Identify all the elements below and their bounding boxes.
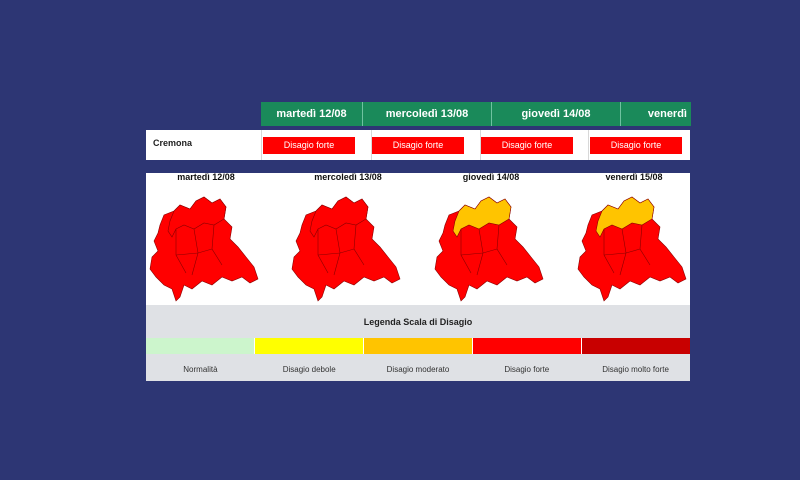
legend-title: Legenda Scala di Disagio — [363, 317, 473, 327]
map-title: martedì 12/08 — [177, 172, 235, 182]
legend-swatch-debole — [255, 338, 364, 354]
province-borders — [317, 224, 365, 276]
level-badge: Disagio forte — [372, 137, 464, 154]
map-region-north — [167, 196, 227, 238]
lombardy-map[interactable] — [288, 185, 408, 303]
legend-swatch-normalita — [146, 338, 255, 354]
legend-panel: Legenda Scala di Disagio Normalità Disag… — [146, 305, 690, 381]
day-tab-thursday[interactable]: giovedì 14/08 — [492, 102, 621, 126]
level-badge: Disagio forte — [263, 137, 355, 154]
province-borders — [175, 224, 223, 276]
city-forecast-row: Cremona Disagio forte Disagio forte Disa… — [146, 130, 690, 160]
map-title: venerdì 15/08 — [605, 172, 663, 182]
legend-swatch-moderato — [364, 338, 473, 354]
city-name: Cremona — [153, 138, 193, 148]
map-region-north — [452, 196, 512, 238]
day-tab-tuesday[interactable]: martedì 12/08 — [261, 102, 363, 126]
column-divider — [261, 130, 262, 160]
column-divider — [588, 130, 589, 160]
legend-label: Disagio debole — [282, 365, 336, 374]
province-borders — [603, 224, 651, 276]
lombardy-map[interactable] — [431, 185, 551, 303]
level-badge: Disagio forte — [481, 137, 573, 154]
column-divider — [480, 130, 481, 160]
legend-color-scale — [146, 338, 690, 354]
map-title: mercoledì 13/08 — [314, 172, 382, 182]
level-badge: Disagio forte — [590, 137, 682, 154]
day-tabs: martedì 12/08 mercoledì 13/08 giovedì 14… — [261, 102, 691, 126]
map-region-north — [309, 196, 369, 238]
legend-swatch-molto-forte — [582, 338, 690, 354]
day-tab-wednesday[interactable]: mercoledì 13/08 — [363, 102, 492, 126]
legend-label: Disagio molto forte — [602, 365, 669, 374]
legend-labels: Normalità Disagio debole Disagio moderat… — [146, 365, 690, 374]
column-divider — [371, 130, 372, 160]
legend-label: Disagio moderato — [386, 365, 450, 374]
day-tab-friday[interactable]: venerdì — [647, 108, 687, 120]
legend-label: Disagio forte — [504, 365, 550, 374]
maps-panel: martedì 12/08 mercoledì 13/08 giovedì 14… — [146, 172, 690, 305]
lombardy-map[interactable] — [146, 185, 266, 303]
map-region-north — [595, 196, 655, 238]
map-title: giovedì 14/08 — [462, 172, 520, 182]
province-borders — [460, 224, 508, 276]
legend-label: Normalità — [183, 365, 218, 374]
legend-swatch-forte — [473, 338, 582, 354]
lombardy-map[interactable] — [574, 185, 694, 303]
